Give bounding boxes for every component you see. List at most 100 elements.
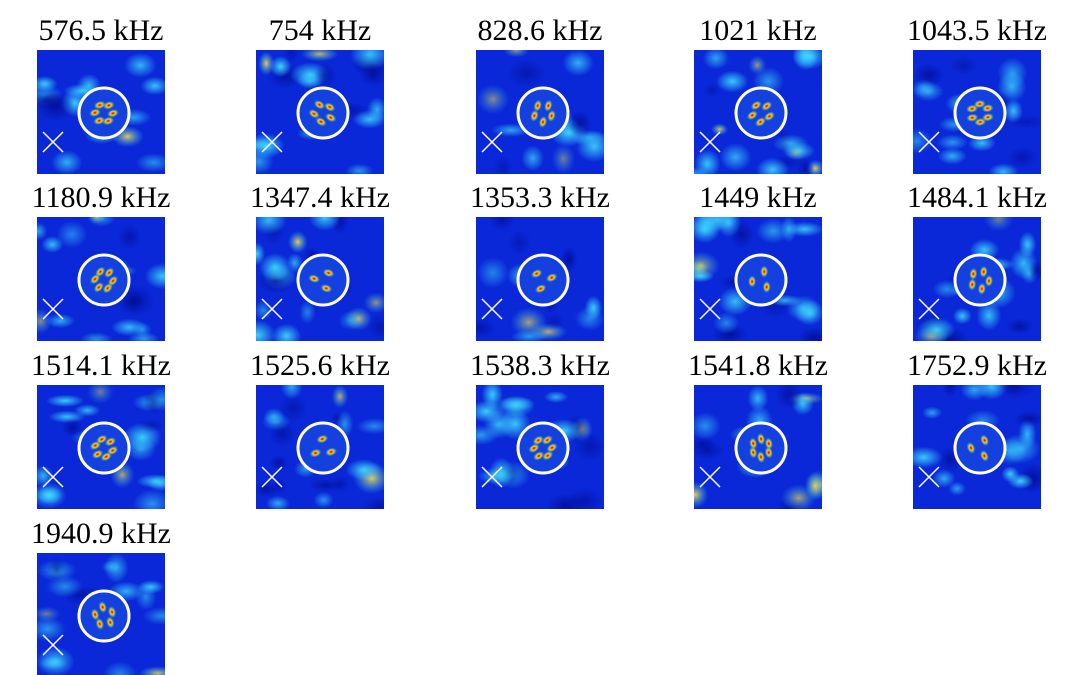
panel-image: [37, 385, 165, 509]
panel-image: [37, 217, 165, 341]
mode-lobe: [968, 278, 977, 291]
panel-image: [913, 217, 1041, 341]
intensity-blob: [476, 84, 510, 115]
mode-lobe: [316, 434, 329, 444]
mode-lobe: [324, 102, 336, 112]
mode-lobe: [107, 109, 119, 118]
cross-marker: [699, 298, 721, 320]
intensity-blob: [87, 385, 114, 404]
intensity-blob: [359, 63, 384, 87]
cross-marker: [481, 298, 503, 320]
aperture-circle: [734, 253, 788, 307]
intensity-blob: [805, 471, 822, 501]
intensity-blob: [269, 56, 292, 78]
mode-lobe: [977, 282, 986, 295]
aperture-circle: [296, 421, 350, 475]
panel-image: [476, 217, 604, 341]
intensity-blob: [755, 157, 790, 174]
cross-marker: [42, 466, 64, 488]
intensity-blob: [476, 318, 496, 338]
intensity-blob: [544, 312, 565, 330]
mode-lobe: [981, 104, 994, 113]
intensity-blob: [142, 607, 165, 625]
intensity-blob: [694, 440, 724, 460]
intensity-blob: [361, 496, 384, 509]
panel-image: [694, 385, 822, 509]
cross-marker: [261, 298, 283, 320]
mode-lobe: [322, 268, 335, 278]
mode-lobe: [528, 443, 540, 453]
aperture-circle: [296, 86, 350, 140]
intensity-blob: [280, 385, 303, 400]
intensity-blob: [543, 390, 569, 403]
intensity-blob: [314, 62, 337, 88]
intensity-blob: [363, 292, 384, 314]
aperture-circle: [77, 421, 131, 475]
mode-lobe: [761, 101, 773, 111]
aperture-circle: [516, 253, 570, 307]
mode-lobe: [102, 116, 115, 126]
mode-lobe: [749, 446, 758, 459]
mode-lobe: [107, 445, 119, 455]
mode-lobe: [979, 265, 988, 278]
mode-lobe: [755, 117, 766, 127]
intensity-blob: [694, 412, 721, 440]
mode-lobe: [107, 606, 117, 618]
mode-lobe: [106, 616, 115, 629]
intensity-blob: [1001, 466, 1020, 483]
intensity-blob: [256, 138, 279, 151]
panel-image: [913, 50, 1041, 174]
intensity-blob: [584, 295, 603, 320]
panel-image: [476, 50, 604, 174]
intensity-blob: [913, 128, 933, 154]
aperture-circle: [953, 253, 1007, 307]
intensity-blob: [356, 418, 384, 435]
intensity-blob: [80, 332, 113, 341]
panel-image: [694, 217, 822, 341]
intensity-blob: [135, 153, 165, 172]
mode-lobe: [95, 618, 104, 630]
intensity-blob: [508, 229, 532, 256]
mode-lobe: [309, 448, 322, 458]
mode-lobe: [93, 100, 106, 110]
panel-label: 754 kHz: [269, 14, 371, 47]
intensity-blob: [997, 57, 1028, 89]
panel-label: 1021 kHz: [699, 14, 816, 47]
mode-lobe: [542, 450, 554, 461]
panel-label: 1538.3 kHz: [470, 349, 610, 382]
intensity-blob: [256, 217, 287, 235]
intensity-blob: [37, 465, 54, 487]
mode-lobe: [313, 100, 325, 110]
intensity-blob: [952, 307, 972, 325]
intensity-blob: [1013, 411, 1041, 427]
intensity-blob: [942, 385, 959, 398]
intensity-blob: [796, 157, 814, 174]
intensity-blob: [792, 50, 819, 71]
intensity-blob: [983, 217, 1014, 232]
cross-marker: [261, 131, 283, 153]
intensity-blob: [694, 149, 721, 174]
mode-lobe: [547, 109, 556, 122]
intensity-blob: [521, 145, 544, 172]
intensity-blob: [138, 666, 165, 675]
aperture-circle: [953, 421, 1007, 475]
mode-lobe: [308, 274, 320, 283]
intensity-blob: [507, 59, 546, 88]
panel-label: 1752.9 kHz: [907, 349, 1047, 382]
intensity-blob: [345, 459, 382, 481]
aperture-circle: [516, 421, 570, 475]
panel-label: 576.5 kHz: [39, 14, 164, 47]
intensity-blob: [279, 393, 307, 423]
intensity-blob: [694, 217, 724, 237]
intensity-blob: [747, 385, 769, 412]
mode-lobe: [104, 437, 117, 447]
cross-marker: [918, 131, 940, 153]
mode-core: [519, 89, 567, 137]
intensity-blob: [775, 385, 803, 410]
panel-label: 1043.5 kHz: [907, 14, 1047, 47]
mode-lobe: [532, 435, 544, 446]
intensity-blob: [937, 147, 967, 165]
mode-core: [80, 256, 128, 304]
intensity-blob: [710, 123, 729, 136]
intensity-blob: [719, 142, 752, 172]
